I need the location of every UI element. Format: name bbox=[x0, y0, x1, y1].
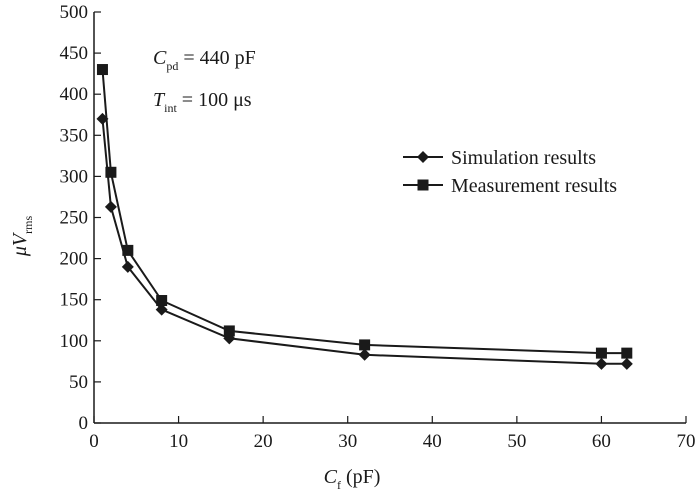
legend-marker-square bbox=[417, 179, 429, 191]
series-line bbox=[101, 118, 627, 365]
data-point-diamond bbox=[155, 303, 168, 316]
series-measurement bbox=[96, 64, 633, 359]
y-tick-label: 0 bbox=[79, 413, 89, 434]
y-tick-label: 200 bbox=[60, 249, 89, 270]
data-point-diamond bbox=[104, 200, 117, 213]
data-point-square bbox=[359, 339, 371, 351]
annotation-tint: Tint = 100 μs bbox=[153, 89, 252, 115]
x-axis-title: Cf (pF) bbox=[324, 466, 381, 492]
data-point-square bbox=[621, 347, 633, 359]
y-tick-label: 400 bbox=[60, 84, 89, 105]
x-tick-label: 20 bbox=[254, 431, 273, 452]
x-tick-label: 70 bbox=[677, 431, 696, 452]
legend-label-measurement: Measurement results bbox=[451, 175, 617, 197]
data-point-square bbox=[105, 166, 117, 178]
y-tick-label: 450 bbox=[60, 43, 89, 64]
data-point-diamond bbox=[620, 357, 633, 370]
y-tick-label: 500 bbox=[60, 2, 89, 23]
data-point-square bbox=[122, 244, 134, 256]
x-tick-label: 40 bbox=[423, 431, 442, 452]
x-tick-label: 50 bbox=[507, 431, 526, 452]
data-point-diamond bbox=[358, 348, 371, 361]
axes: 0 50 100 150 200 250 300 350 400 450 500 0 10 20 30 40 5… bbox=[60, 2, 696, 452]
data-point-diamond bbox=[121, 260, 134, 273]
legend-entry-measurement: Measurement results bbox=[403, 175, 617, 197]
y-axis-title: μVrms bbox=[9, 216, 35, 258]
data-point-square bbox=[96, 64, 108, 76]
data-point-square bbox=[595, 347, 607, 359]
y-tick-label: 100 bbox=[60, 331, 89, 352]
data-point-square bbox=[223, 325, 235, 337]
legend-label-simulation: Simulation results bbox=[451, 147, 596, 169]
x-tick-label: 30 bbox=[338, 431, 357, 452]
series-line bbox=[101, 69, 627, 355]
x-tick-label: 10 bbox=[169, 431, 188, 452]
data-point-diamond bbox=[595, 357, 608, 370]
x-tick-label: 0 bbox=[89, 431, 99, 452]
legend: Simulation results Measurement results bbox=[403, 147, 617, 197]
y-tick-label: 50 bbox=[69, 372, 88, 393]
legend-marker-diamond bbox=[417, 151, 429, 163]
x-tick-label: 60 bbox=[592, 431, 611, 452]
y-tick-label: 150 bbox=[60, 290, 89, 311]
annotation-cpd: Cpd = 440 pF bbox=[153, 47, 256, 73]
data-point-square bbox=[156, 295, 168, 307]
series-layer bbox=[96, 64, 633, 370]
y-tick-label: 300 bbox=[60, 166, 89, 187]
legend-entry-simulation: Simulation results bbox=[403, 147, 596, 169]
y-tick-label: 350 bbox=[60, 125, 89, 146]
y-tick-label: 250 bbox=[60, 208, 89, 229]
